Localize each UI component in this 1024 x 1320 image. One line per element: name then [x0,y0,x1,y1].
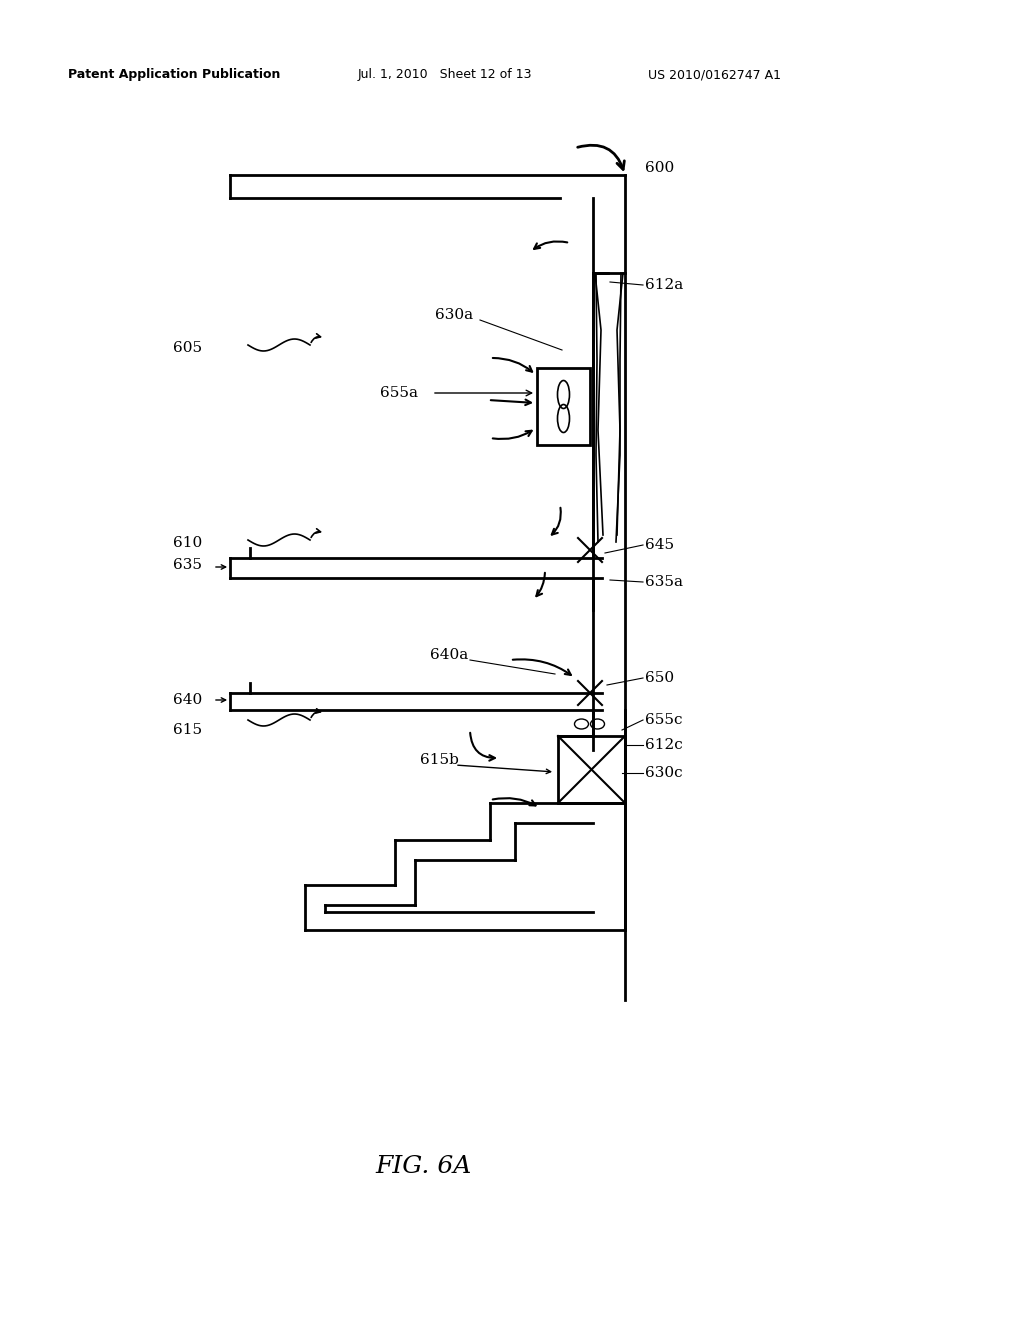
Bar [558,737,625,803]
Text: 635: 635 [173,558,202,572]
Text: US 2010/0162747 A1: US 2010/0162747 A1 [648,69,781,81]
Text: 650: 650 [645,671,674,685]
Text: 655a: 655a [380,385,418,400]
Ellipse shape [574,719,589,729]
Text: 615b: 615b [420,752,459,767]
Ellipse shape [591,719,604,729]
Text: 610: 610 [173,536,203,550]
Text: Patent Application Publication: Patent Application Publication [68,69,281,81]
Text: Jul. 1, 2010   Sheet 12 of 13: Jul. 1, 2010 Sheet 12 of 13 [358,69,532,81]
Text: 605: 605 [173,341,202,355]
Text: 635a: 635a [645,576,683,589]
Bar [537,368,590,445]
Text: 615: 615 [173,723,202,737]
Text: 655c: 655c [645,713,683,727]
Text: 612a: 612a [645,279,683,292]
Text: FIG. 6A: FIG. 6A [375,1155,471,1177]
Text: 630a: 630a [435,308,473,322]
Text: 645: 645 [645,539,674,552]
Text: 612c: 612c [645,738,683,752]
Text: 640a: 640a [430,648,468,663]
Text: 640: 640 [173,693,203,708]
Text: 630c: 630c [645,766,683,780]
Text: 600: 600 [645,161,674,176]
